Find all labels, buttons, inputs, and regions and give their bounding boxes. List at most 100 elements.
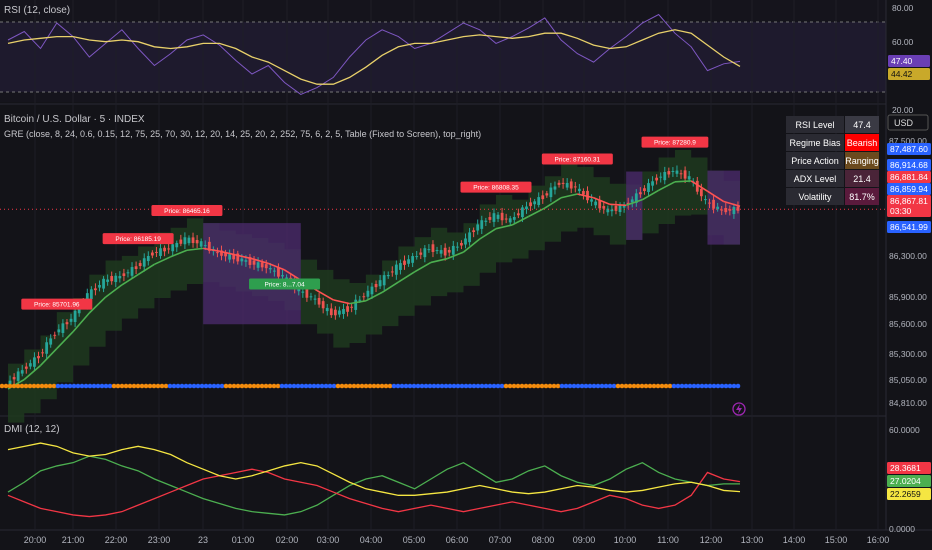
regime-dot: [363, 383, 369, 389]
regime-dot: [487, 383, 493, 389]
regime-dot: [231, 383, 237, 389]
price-value-tag-bg: [887, 183, 931, 195]
regime-dot: [675, 383, 681, 389]
annotation-label: Price: 87160.31: [555, 156, 601, 163]
annotation-box: [541, 153, 613, 165]
candle-body: [122, 273, 126, 277]
stats-table: RSI Level 47.4 Regime Bias Bearish Price Act…: [786, 116, 879, 205]
grid-lines: [34, 0, 879, 530]
regime-dot: [575, 383, 581, 389]
rsi-axis-label: 80.00: [892, 3, 914, 13]
candle-body: [126, 272, 130, 274]
candle-body: [476, 224, 480, 231]
regime-cloud: [8, 150, 740, 423]
ema-segment: [690, 180, 708, 192]
candle-body: [313, 298, 317, 300]
time-label: 20:00: [24, 535, 47, 545]
regime-dot: [11, 383, 17, 389]
regime-dot: [691, 383, 697, 389]
regime-dot: [583, 383, 589, 389]
candle-body: [582, 191, 585, 195]
candle-body: [655, 177, 659, 181]
time-label: 10:00: [614, 535, 637, 545]
candle-body: [69, 318, 73, 322]
ema-segment: [577, 193, 594, 199]
candle-body: [89, 289, 93, 300]
time-label: 06:00: [446, 535, 469, 545]
regime-dot: [215, 383, 221, 389]
regime-dot: [223, 383, 229, 389]
candle-body: [240, 258, 244, 262]
candle-body: [439, 250, 443, 254]
regime-dot: [467, 383, 473, 389]
currency-badge[interactable]: [887, 114, 929, 131]
candle-body: [500, 212, 504, 221]
time-label: 16:00: [867, 535, 890, 545]
regime-dot: [275, 383, 281, 389]
ema-segment: [560, 193, 578, 199]
regime-dot: [579, 383, 585, 389]
candle-body: [557, 182, 561, 185]
rsi-axis-label: 60.00: [892, 37, 914, 47]
rsi-value-tag: 47.40: [891, 56, 913, 66]
candle-body: [423, 248, 427, 258]
annotation-box: [641, 136, 709, 148]
candle-body: [244, 260, 248, 262]
regime-dot: [107, 383, 113, 389]
dmi-plot: [7, 442, 741, 518]
regime-dot: [159, 383, 165, 389]
rsi-value-tag-bg: [888, 55, 930, 67]
candle-body: [150, 252, 154, 256]
ema-segment: [707, 190, 725, 203]
regime-dot: [555, 383, 561, 389]
candle-body: [171, 244, 175, 252]
price-plot: [0, 150, 886, 423]
candle-body: [577, 188, 581, 192]
candle-body: [350, 306, 354, 308]
rsi-ma-value-tag-bg: [888, 68, 930, 80]
candle-body: [342, 309, 345, 314]
candle-body: [492, 213, 496, 222]
ema-segment: [723, 200, 741, 207]
regime-dot: [31, 383, 37, 389]
ema-segment: [235, 254, 253, 260]
regime-dot: [531, 383, 537, 389]
annotation-label: Price: 86465.16: [164, 208, 210, 215]
candle-body: [248, 257, 252, 265]
time-axis[interactable]: 20:00 21:00 22:00 23:00 23 01:00 02:00 03:00 04:…: [24, 535, 890, 545]
regime-dot: [239, 383, 245, 389]
candle-body: [386, 275, 390, 277]
regime-dot: [259, 383, 265, 389]
ema-segment: [154, 256, 172, 266]
annotation-label: Price: 85701.96: [34, 302, 80, 309]
time-label: 11:00: [657, 535, 679, 545]
regime-dot: [607, 383, 613, 389]
price-axis-label: 85,900.00: [889, 292, 927, 302]
time-label: 15:00: [825, 535, 848, 545]
regime-dot: [431, 383, 437, 389]
dmi-value-tag-bg: [887, 475, 931, 487]
candle-body: [569, 181, 573, 189]
candle-body: [618, 205, 622, 213]
regime-dot: [567, 383, 573, 389]
regime-dot: [515, 383, 521, 389]
table-row-label: ADX Level: [794, 174, 837, 184]
candle-body: [504, 218, 508, 220]
lightning-icon[interactable]: [732, 402, 746, 416]
regime-dot: [635, 383, 641, 389]
candle-body: [687, 176, 691, 180]
price-axis[interactable]: 80.00 60.00 20.00 87,500.00 86,300.00 85,900.…: [889, 3, 927, 534]
regime-dot: [119, 383, 125, 389]
candle-body: [455, 246, 459, 248]
regime-dot: [147, 383, 153, 389]
regime-dot: [311, 383, 317, 389]
candle-body: [94, 288, 97, 291]
dmi-value-tag: 27.0204: [890, 476, 921, 486]
annotation-label: Price: 8...7.04: [264, 281, 304, 288]
regime-dot: [459, 383, 465, 389]
regime-dot: [523, 383, 529, 389]
candle-body: [134, 266, 138, 270]
rsi-plot: [7, 13, 741, 95]
regime-dot: [399, 383, 405, 389]
